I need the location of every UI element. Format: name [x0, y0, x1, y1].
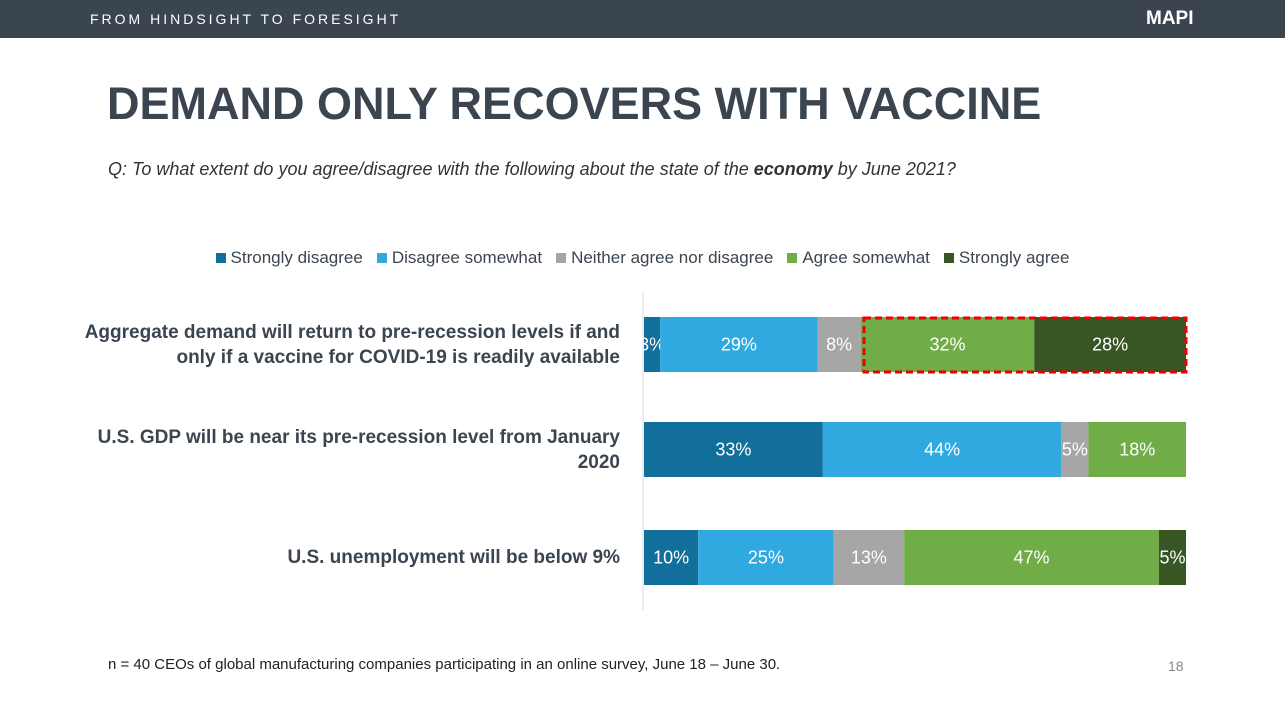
highlight-box	[862, 316, 1188, 374]
footnote: n = 40 CEOs of global manufacturing comp…	[108, 656, 781, 673]
bar-segment	[817, 317, 861, 372]
tagline: FROM HINDSIGHT TO FORESIGHT	[90, 11, 402, 27]
bar-segment	[644, 422, 823, 477]
bar-segment	[904, 530, 1159, 585]
subtitle-text: by June 2021?	[832, 159, 956, 179]
legend-item: Strongly agree	[943, 248, 1070, 268]
bar-segment	[822, 422, 1062, 477]
legend-label: Agree somewhat	[802, 248, 930, 267]
legend-label: Strongly disagree	[230, 248, 363, 267]
bar-segment	[644, 317, 661, 372]
legend-label: Neither agree nor disagree	[571, 248, 774, 267]
bar-segment	[833, 530, 905, 585]
data-label: 3%	[639, 334, 665, 354]
data-label: 44%	[924, 439, 960, 459]
category-label: U.S. GDP will be near its pre-recession …	[97, 426, 620, 473]
category-label: Aggregate demand will return to pre-rece…	[84, 321, 620, 368]
subtitle: Q: To what extent do you agree/disagree …	[108, 159, 956, 180]
logo: MAPI	[1146, 8, 1194, 29]
data-label: 25%	[748, 547, 784, 567]
data-label: 8%	[826, 334, 852, 354]
legend-item: Strongly disagree	[215, 248, 363, 268]
legend-swatch	[376, 253, 387, 263]
subtitle-text: Q: To what extent do you agree/disagree …	[108, 159, 754, 179]
legend-swatch	[215, 253, 226, 263]
data-label: 47%	[1014, 547, 1050, 567]
bar-segment	[660, 317, 818, 372]
data-label: 29%	[721, 334, 757, 354]
bar-segment	[1061, 422, 1089, 477]
page-number: 18	[1168, 658, 1184, 674]
legend-item: Neither agree nor disagree	[556, 248, 773, 268]
legend-item: Agree somewhat	[787, 248, 930, 268]
header-bar	[0, 0, 1285, 38]
category-label: U.S. unemployment will be below 9%	[287, 547, 620, 568]
legend-swatch	[787, 253, 798, 263]
bar-segment	[698, 530, 834, 585]
subtitle-emphasis: economy	[753, 159, 833, 179]
data-label: 32%	[930, 334, 966, 354]
legend-swatch	[556, 253, 567, 263]
chart-title: DEMAND ONLY RECOVERS WITH VACCINE	[107, 78, 1042, 129]
bar-segment	[1088, 422, 1186, 477]
bar-segment	[644, 530, 699, 585]
legend-label: Disagree somewhat	[391, 248, 543, 267]
legend-item: Disagree somewhat	[376, 248, 543, 268]
legend: Strongly disagree Disagree somewhat Neithe…	[0, 248, 1285, 268]
legend-label: Strongly agree	[958, 248, 1070, 267]
bar-segment	[1034, 317, 1186, 372]
data-label: 10%	[653, 547, 689, 567]
data-label: 5%	[1062, 439, 1088, 459]
data-label: 28%	[1092, 334, 1128, 354]
data-label: 18%	[1119, 439, 1155, 459]
data-label: 33%	[715, 439, 751, 459]
legend-swatch	[943, 253, 954, 263]
bar-segment	[1158, 530, 1186, 585]
data-label: 5%	[1159, 547, 1185, 567]
data-label: 13%	[851, 547, 887, 567]
bar-segment	[860, 317, 1035, 372]
